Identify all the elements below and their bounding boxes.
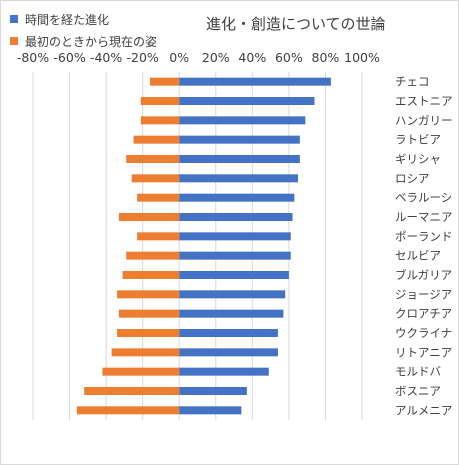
legend-label-creation: 最初のときから現在の姿	[25, 34, 158, 49]
category-label: ブルガリア	[395, 268, 452, 282]
bar-evolution	[179, 174, 299, 183]
category-label: ボスニア	[395, 384, 441, 398]
bar-creation	[126, 155, 180, 163]
bar-creation	[76, 406, 180, 415]
legend-item-evolution: 時間を経た進化	[10, 8, 157, 30]
bar-creation	[118, 309, 180, 318]
bar-evolution	[179, 348, 278, 357]
bar-evolution	[179, 387, 247, 395]
bar-creation	[118, 213, 180, 221]
category-label: モルドバ	[395, 365, 441, 379]
category-label: ポーランド	[395, 229, 453, 243]
bar-evolution	[179, 251, 291, 260]
bar-evolution	[179, 77, 331, 86]
x-tick-label: 40%	[238, 50, 266, 65]
bar-creation	[140, 97, 180, 105]
legend-swatch-creation	[10, 37, 18, 45]
bar-creation	[140, 116, 180, 125]
x-tick-label: -20%	[127, 50, 159, 65]
category-label: エストニア	[395, 94, 453, 108]
legend-item-creation: 最初のときから現在の姿	[10, 30, 157, 52]
bar-creation	[117, 329, 180, 337]
bar-evolution	[179, 135, 300, 144]
bar-creation	[102, 367, 180, 376]
x-tick-label: 60%	[275, 50, 303, 65]
chart-legend: 時間を経た進化 最初のときから現在の姿	[10, 8, 157, 52]
bar-evolution	[179, 213, 293, 221]
category-label: ラトビア	[395, 133, 441, 147]
bar-creation	[149, 77, 180, 86]
category-label: リトアニア	[395, 345, 452, 359]
x-tick-label: -40%	[90, 50, 122, 65]
category-label: ウクライナ	[395, 326, 452, 340]
bar-evolution	[179, 116, 306, 125]
bar-evolution	[179, 232, 291, 241]
category-label: ロシア	[395, 171, 430, 185]
bar-evolution	[179, 309, 284, 318]
category-label: チェコ	[395, 75, 430, 89]
legend-swatch-evolution	[10, 15, 18, 23]
bar-creation	[137, 232, 180, 241]
bar-evolution	[179, 329, 278, 337]
category-label: ルーマニア	[395, 210, 453, 224]
x-tick-label: -60%	[53, 50, 85, 65]
bar-evolution	[179, 367, 269, 376]
bar-evolution	[179, 271, 289, 279]
category-label: ジョージア	[395, 287, 452, 301]
bar-creation	[131, 174, 180, 183]
category-label: ギリシャ	[395, 152, 441, 166]
bar-creation	[133, 135, 180, 144]
chart-title: 進化・創造についての世論	[206, 15, 386, 33]
x-tick-label: 0%	[169, 50, 189, 65]
category-label: セルビア	[395, 249, 441, 263]
bar-evolution	[179, 290, 286, 299]
bar-creation	[126, 251, 180, 260]
x-tick-label: 100%	[344, 50, 380, 65]
bar-creation	[122, 271, 180, 279]
category-label: クロアチア	[395, 307, 452, 321]
x-tick-label: -80%	[17, 50, 49, 65]
bar-creation	[111, 348, 180, 357]
x-tick-label: 80%	[312, 50, 340, 65]
category-label: ベラルーシ	[395, 191, 452, 205]
bar-evolution	[179, 406, 242, 415]
x-tick-label: 20%	[202, 50, 230, 65]
bar-creation	[137, 193, 180, 202]
bar-creation	[84, 387, 180, 395]
bar-evolution	[179, 97, 315, 105]
bar-evolution	[179, 193, 295, 202]
bar-evolution	[179, 155, 300, 163]
category-label: アルメニア	[395, 403, 452, 417]
bar-creation	[117, 290, 180, 299]
legend-label-evolution: 時間を経た進化	[25, 12, 110, 27]
category-label: ハンガリー	[395, 113, 453, 127]
